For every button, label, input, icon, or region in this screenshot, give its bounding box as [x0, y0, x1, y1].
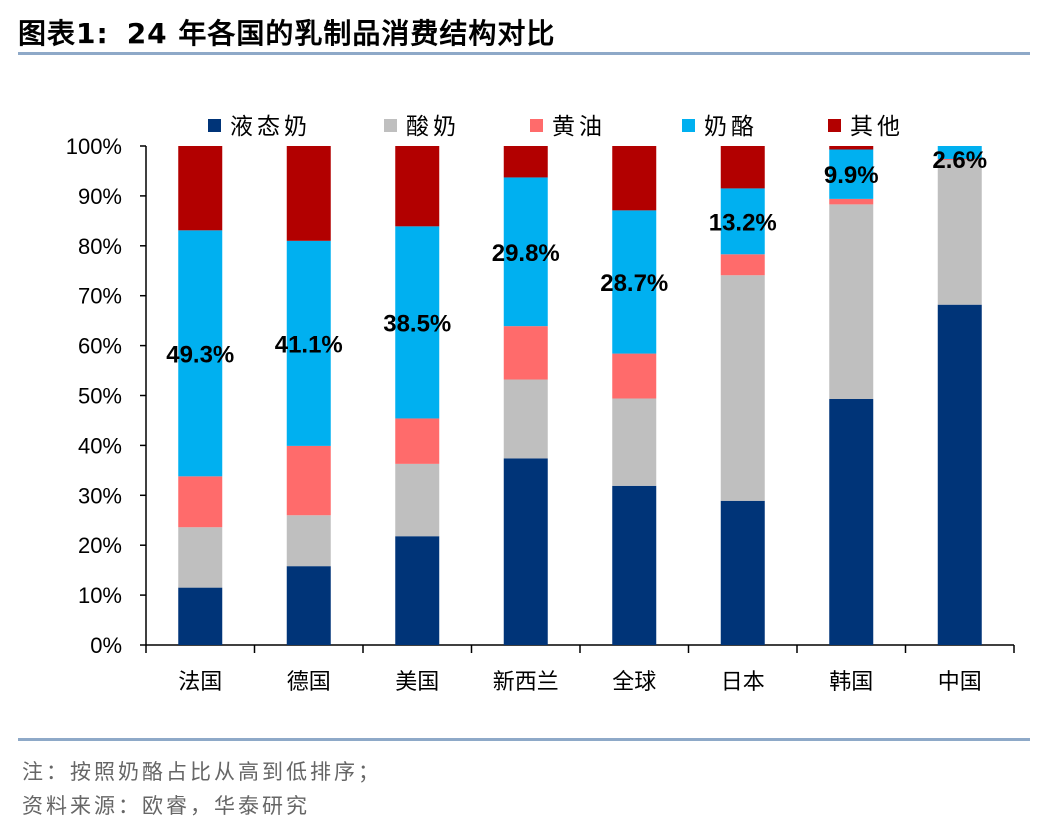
bar-segment-5 [720, 146, 765, 189]
bar-segment-1 [612, 485, 657, 645]
bar-segment-4 [720, 188, 765, 255]
data-label: 41.1% [275, 331, 343, 358]
bar-segment-4 [395, 226, 440, 419]
bar-segment-3 [937, 158, 982, 160]
bar-segment-4 [612, 210, 657, 354]
bar-segment-1 [937, 304, 982, 645]
data-label: 2.6% [932, 147, 987, 174]
bar-segment-3 [286, 445, 331, 516]
bar-segment-5 [286, 146, 331, 241]
x-tick-label: 中国 [938, 670, 982, 695]
legend-label: 液态奶 [230, 114, 311, 140]
x-tick-label: 德国 [287, 670, 331, 695]
x-tick-label: 全球 [612, 670, 656, 695]
y-tick-label: 10% [78, 583, 122, 608]
y-tick-label: 0% [90, 633, 122, 658]
figure-title-text: 24 年各国的乳制品消费结构对比 [126, 17, 556, 50]
x-tick-label: 美国 [395, 670, 439, 695]
x-tick-label: 法国 [178, 670, 222, 695]
bar-segment-4 [937, 146, 982, 159]
legend-label: 其他 [850, 114, 904, 140]
legend-label: 奶酪 [704, 114, 758, 140]
bar-segment-2 [720, 275, 765, 501]
bar-segment-1 [395, 536, 440, 645]
bar-segment-2 [937, 159, 982, 305]
legend-swatch [208, 119, 221, 132]
y-tick-label: 50% [78, 384, 122, 409]
bar-segment-3 [612, 353, 657, 399]
y-tick-label: 80% [78, 234, 122, 259]
y-tick-label: 90% [78, 184, 122, 209]
bar-segment-5 [829, 146, 874, 150]
bar-segment-3 [829, 198, 874, 205]
bar-segment-2 [612, 398, 657, 486]
x-tick-label: 新西兰 [493, 670, 559, 695]
y-tick-label: 70% [78, 284, 122, 309]
chart-source: 资料来源：欧睿，华泰研究 [22, 794, 310, 818]
bar-segment-2 [178, 527, 223, 588]
bar-segment-4 [178, 230, 223, 477]
bar-segment-2 [286, 515, 331, 567]
figure-number: 图表1: [18, 17, 109, 50]
y-tick-label: 100% [66, 134, 122, 159]
chart-note: 注：按照奶酪占比从高到低排序； [22, 760, 382, 784]
data-label: 13.2% [709, 209, 777, 236]
bar-segment-5 [178, 146, 223, 231]
y-tick-label: 30% [78, 483, 122, 508]
bar-segment-2 [829, 204, 874, 399]
legend-swatch [530, 119, 543, 132]
legend-swatch [384, 119, 397, 132]
bar-segment-3 [720, 254, 765, 276]
bar-segment-1 [286, 566, 331, 645]
data-label: 28.7% [600, 270, 668, 297]
legend-swatch [682, 119, 695, 132]
bar-segment-3 [395, 418, 440, 464]
figure-title: 图表1: 24 年各国的乳制品消费结构对比 [18, 12, 555, 52]
data-label: 49.3% [166, 341, 234, 368]
legend-swatch [828, 119, 841, 132]
bar-segment-3 [503, 326, 548, 380]
y-tick-label: 20% [78, 533, 122, 558]
title-divider [18, 52, 1030, 55]
bar-segment-1 [829, 398, 874, 645]
data-label: 38.5% [383, 310, 451, 337]
data-label: 29.8% [492, 240, 560, 267]
legend-label: 黄油 [552, 114, 606, 140]
legend-label: 酸奶 [406, 114, 460, 140]
footer-divider [18, 738, 1030, 741]
bar-segment-4 [829, 149, 874, 199]
bar-segment-5 [503, 146, 548, 178]
bar-segment-4 [286, 240, 331, 446]
bar-segment-1 [720, 500, 765, 645]
bar-segment-5 [395, 146, 440, 227]
bar-segment-5 [612, 146, 657, 211]
bar-segment-1 [503, 458, 548, 645]
bar-segment-4 [503, 177, 548, 327]
y-tick-label: 60% [78, 334, 122, 359]
data-label: 9.9% [824, 162, 879, 189]
x-tick-label: 韩国 [829, 670, 873, 695]
bar-segment-2 [395, 463, 440, 537]
stacked-bar-chart: 0% 10% 20% 30% 40% 50% 60% 70% 80% 90% 100% 法国 德国 美国 新… [66, 114, 1015, 695]
bar-segment-1 [178, 587, 223, 645]
y-tick-label: 40% [78, 433, 122, 458]
bar-segment-2 [503, 379, 548, 459]
x-tick-label: 日本 [721, 670, 765, 695]
bar-segment-3 [178, 476, 223, 528]
